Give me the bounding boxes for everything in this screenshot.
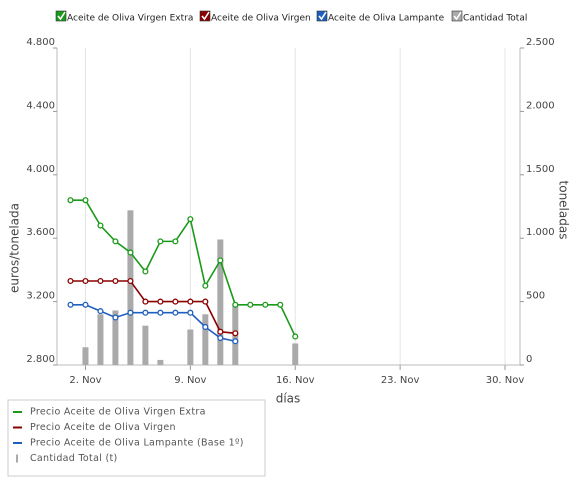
checkmark [453,11,462,21]
point [97,222,104,229]
point [97,308,104,315]
y2-tick-label: 2.000 [526,100,555,111]
checkmark [57,11,66,21]
y2-tick-label: 2.500 [526,37,555,48]
bar [202,314,209,365]
x-tick-label: 30. Nov [486,375,525,386]
bar [292,343,299,365]
legend-swatch [16,454,18,463]
toggle-checkbox[interactable] [316,10,328,22]
y-tick-label: 4.800 [26,37,55,48]
toggle-label[interactable]: Aceite de Oliva Virgen Extra [67,14,193,24]
bar [142,325,149,365]
bar [127,210,134,365]
point [277,301,284,308]
point [172,298,179,305]
point [97,277,104,285]
point [82,277,89,285]
bar [82,347,89,365]
point [112,314,119,321]
bar [97,314,104,365]
point [142,298,149,305]
point [67,301,74,308]
x-tick-label: 23. Nov [381,375,420,386]
point [112,238,119,245]
point [202,323,209,331]
checkmark [201,11,210,21]
toggle-checkbox[interactable] [199,10,211,22]
legend-label: Precio Aceite de Oliva Virgen [30,422,176,433]
point [127,277,134,285]
bar [112,310,119,365]
legend-label: Precio Aceite de Oliva Virgen Extra [30,407,206,418]
y2-tick-label: 500 [526,291,545,302]
toggle-checkbox[interactable] [55,10,67,22]
point [202,282,209,289]
point [232,301,239,308]
point [247,301,254,308]
point [67,277,74,285]
legend-box [7,399,266,477]
point [232,330,239,337]
toggle-label[interactable]: Aceite de Oliva Virgen [211,14,311,24]
point [202,298,209,305]
series-line [70,199,296,337]
point [187,216,194,223]
point [187,298,194,305]
y-tick-label: 4.000 [26,164,55,175]
x-axis-label: días [276,392,301,406]
y2-tick-label: 1.000 [526,227,555,238]
plot-area [57,48,520,365]
point [217,335,224,342]
point [217,257,224,264]
point [157,298,164,305]
y-tick-label: 3.600 [26,227,55,238]
bar [157,359,164,365]
checkmark [318,11,327,21]
toggle-checkbox[interactable] [451,10,463,22]
legend-label: Cantidad Total (t) [30,453,118,464]
y-tick-label: 2.800 [26,354,55,365]
point [142,268,149,275]
point [172,309,179,316]
point [127,309,134,316]
point [67,197,74,204]
point [82,301,89,308]
point [82,197,89,204]
y-tick-label: 3.200 [26,291,55,302]
bar [217,239,224,365]
x-tick-label: 16. Nov [276,375,315,386]
point [157,309,164,316]
toggle-label[interactable]: Cantidad Total [463,14,527,24]
y2-tick-label: 1.500 [526,164,555,175]
point [262,301,269,308]
point [217,328,224,335]
point [187,309,194,316]
bar [187,329,194,365]
point [172,238,179,245]
point [232,338,239,345]
toggle-label[interactable]: Aceite de Oliva Lampante [328,14,445,24]
x-tick-label: 2. Nov [69,375,101,386]
y2-tick-label: 0 [526,354,532,365]
point [112,277,119,285]
y-tick-label: 4.400 [26,100,55,111]
point [142,309,149,316]
y2-axis-label: toneladas [557,181,571,240]
x-tick-label: 9. Nov [174,375,206,386]
point [127,249,134,256]
y-axis-label: euros/tonelada [8,203,22,293]
point [292,333,299,340]
legend-label: Precio Aceite de Oliva Lampante (Base 1º… [30,438,244,449]
point [157,238,164,245]
